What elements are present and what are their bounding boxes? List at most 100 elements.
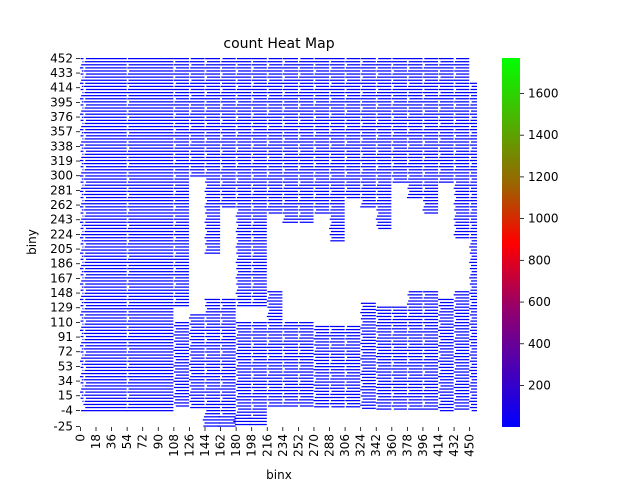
heatmap-cell: [453, 234, 470, 236]
heatmap-cell: [344, 193, 361, 196]
heatmap-cell: [221, 339, 236, 341]
heatmap-cell: [375, 95, 392, 97]
heatmap-cell: [299, 328, 314, 330]
heatmap-cell: [378, 396, 392, 398]
heatmap-cell: [439, 95, 454, 97]
heatmap-cell: [282, 221, 298, 223]
heatmap-cell: [129, 301, 174, 304]
heatmap-cell: [84, 400, 127, 402]
heatmap-cell: [128, 295, 174, 298]
heatmap-cell: [424, 303, 439, 305]
heatmap-cell: [206, 363, 221, 365]
heatmap-cell: [206, 240, 221, 242]
heatmap-cell: [393, 340, 407, 342]
heatmap-cell: [251, 243, 267, 245]
heatmap-cell: [469, 169, 477, 171]
heatmap-cell: [206, 215, 221, 217]
heatmap-cell: [423, 343, 439, 345]
heatmap-cell: [237, 402, 252, 404]
heatmap-cell: [438, 135, 454, 137]
heatmap-cell: [174, 249, 189, 251]
heatmap-cell: [206, 107, 221, 109]
heatmap-cell: [251, 234, 267, 236]
heatmap-cell: [377, 343, 392, 345]
heatmap-cell: [173, 73, 189, 75]
heatmap-cell: [423, 291, 439, 293]
heatmap-cell: [82, 169, 84, 171]
heatmap-cell: [284, 122, 298, 125]
heatmap-cell: [424, 166, 439, 168]
heatmap-cell: [299, 215, 314, 217]
heatmap-cell: [251, 104, 267, 106]
heatmap-cell: [331, 82, 345, 84]
heatmap-cell: [268, 365, 283, 367]
heatmap-cell: [409, 98, 423, 100]
heatmap-cell: [81, 326, 84, 328]
heatmap-cell: [362, 321, 376, 323]
heatmap-cell: [127, 104, 174, 106]
x-tick-label: 36: [105, 434, 119, 449]
heatmap-cell: [284, 200, 298, 202]
heatmap-cell: [204, 67, 221, 69]
heatmap-cell: [205, 181, 221, 183]
heatmap-cell: [253, 322, 267, 324]
heatmap-cell: [299, 343, 314, 345]
heatmap-cell: [268, 144, 283, 146]
heatmap-cell: [129, 363, 174, 365]
heatmap-cell: [424, 334, 439, 336]
heatmap-cell: [314, 159, 330, 162]
heatmap-cell: [360, 318, 376, 320]
heatmap-cell: [127, 135, 174, 137]
heatmap-cell: [424, 79, 439, 81]
heatmap-cell: [128, 95, 174, 97]
heatmap-cell: [127, 320, 174, 322]
heatmap-cell: [85, 283, 127, 285]
heatmap-cell: [221, 98, 236, 100]
heatmap-cell: [175, 322, 189, 324]
heatmap-cell: [470, 243, 477, 245]
heatmap-cell: [315, 378, 330, 380]
heatmap-cell: [206, 339, 221, 341]
heatmap-cell: [439, 326, 454, 328]
heatmap-cell: [393, 386, 407, 389]
heatmap-cell: [188, 85, 205, 88]
heatmap-cell: [205, 141, 221, 143]
heatmap-cell: [284, 132, 298, 134]
heatmap-cell: [346, 181, 361, 183]
heatmap-cell: [220, 419, 236, 421]
heatmap-cell: [469, 215, 477, 217]
heatmap-cell: [471, 224, 477, 226]
x-tick-label: 270: [307, 434, 321, 457]
heatmap-cell: [205, 125, 221, 128]
heatmap-cell: [251, 73, 267, 75]
heatmap-cell: [313, 76, 330, 78]
heatmap-cell: [204, 391, 221, 393]
heatmap-cell: [347, 187, 361, 189]
heatmap-cell: [376, 362, 392, 364]
heatmap-cell: [469, 329, 477, 331]
heatmap-cell: [205, 311, 221, 313]
heatmap-cell: [406, 349, 423, 352]
heatmap-cell: [298, 147, 314, 149]
heatmap-cell: [236, 221, 252, 223]
heatmap-cell: [127, 283, 174, 285]
heatmap-cell: [267, 138, 283, 140]
heatmap-cell: [345, 190, 361, 193]
y-tick-label: 205: [50, 242, 73, 256]
heatmap-cell: [80, 104, 84, 106]
heatmap-cell: [360, 302, 376, 304]
heatmap-cell: [268, 196, 283, 199]
heatmap-cell: [297, 340, 314, 342]
heatmap-cell: [439, 394, 454, 396]
heatmap-cell: [238, 85, 252, 88]
heatmap-cell: [222, 104, 236, 106]
heatmap-cell: [314, 381, 330, 383]
heatmap-cell: [81, 332, 84, 335]
heatmap-cell: [253, 82, 267, 84]
x-tick-label: 396: [416, 434, 430, 457]
heatmap-cell: [454, 393, 470, 395]
heatmap-cell: [266, 362, 283, 364]
heatmap-cell: [205, 413, 221, 415]
heatmap-cell: [282, 405, 298, 407]
heatmap-cell: [85, 227, 127, 230]
